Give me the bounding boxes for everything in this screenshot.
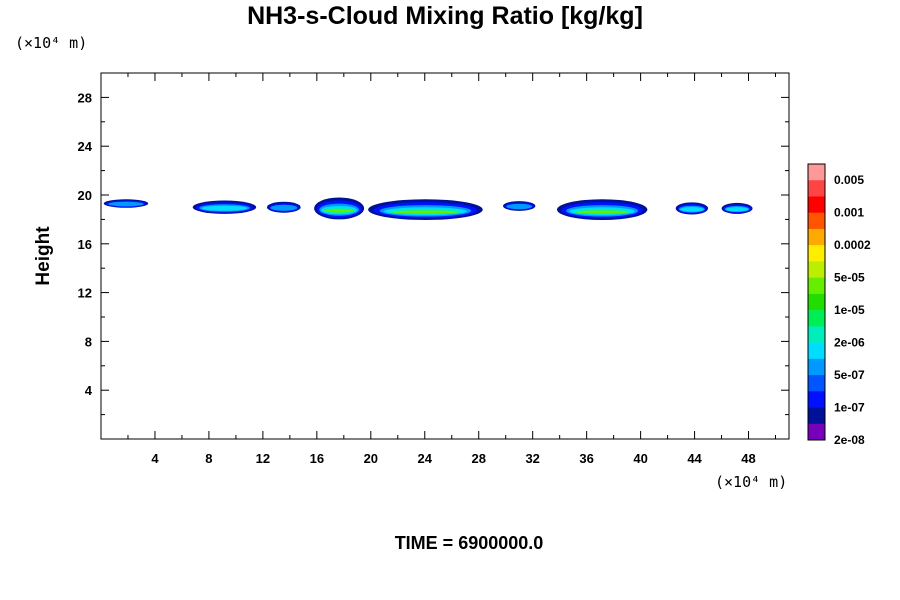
colorbar-swatch (808, 358, 825, 376)
y-axis-unit: (×10⁴ m) (15, 34, 87, 52)
colorbar-label: 0.001 (834, 206, 864, 220)
y-tick-label: 8 (85, 334, 92, 349)
colorbar-swatch (808, 293, 825, 311)
cloud-contour-level (324, 209, 355, 213)
chart-title: NH3-s-Cloud Mixing Ratio [kg/kg] (247, 2, 643, 30)
colorbar-label: 5e-07 (834, 368, 865, 382)
colorbar-swatch (808, 164, 825, 181)
colorbar-label: 0.005 (834, 173, 864, 187)
colorbar-swatch (808, 196, 825, 214)
cloud-blob (721, 202, 753, 214)
colorbar-swatch (808, 375, 825, 392)
colorbar-label: 1e-07 (834, 401, 865, 415)
y-axis: 4 8 12 16 20 24 28 (78, 90, 789, 416)
cloud-blob (103, 199, 149, 208)
cloud-blob (314, 197, 365, 220)
colorbar-swatch (808, 180, 825, 197)
cloud-contour-level (108, 201, 144, 207)
cloud-contour-level (574, 210, 630, 214)
x-tick-label: 44 (687, 451, 702, 466)
cloud-contour-level (270, 204, 298, 211)
cloud-contour-level (725, 207, 749, 212)
y-tick-label: 16 (78, 237, 92, 252)
x-tick-label: 28 (471, 451, 485, 466)
colorbar-frame (807, 163, 826, 441)
cloud-field (103, 197, 753, 221)
cloud-contour-level (201, 205, 248, 211)
x-tick-label: 16 (310, 451, 324, 466)
colorbar-swatch (808, 277, 825, 295)
colorbar-label: 5e-05 (834, 271, 865, 285)
colorbar-label: 1e-05 (834, 303, 865, 317)
y-tick-label: 28 (78, 90, 92, 105)
y-tick-label: 24 (78, 139, 93, 154)
cloud-blob (556, 199, 648, 221)
colorbar-swatch (808, 261, 825, 278)
colorbar-swatch (808, 245, 825, 262)
cloud-blob (192, 200, 257, 214)
colorbar-swatch (808, 391, 825, 408)
x-tick-label: 32 (525, 451, 539, 466)
colorbar-swatch (808, 212, 825, 230)
colorbar-label: 2e-06 (834, 336, 865, 350)
cloud-blob (503, 201, 536, 211)
colorbar-label: 2e-08 (834, 433, 865, 447)
cloud-blob (368, 199, 483, 221)
time-label: TIME = 6900000.0 (395, 533, 544, 553)
plot-frame (100, 72, 790, 440)
x-tick-label: 12 (256, 451, 270, 466)
x-tick-label: 48 (741, 451, 755, 466)
colorbar-swatch (808, 407, 825, 425)
x-tick-label: 8 (205, 451, 212, 466)
x-tick-label: 36 (579, 451, 593, 466)
colorbar: 0.005 0.001 0.0002 5e-05 1e-05 2e-06 5e-07 1e-0… (807, 163, 871, 447)
colorbar-swatch (808, 310, 825, 327)
y-tick-label: 4 (85, 383, 93, 398)
colorbar-swatch (808, 228, 825, 246)
y-axis-label: Height (33, 226, 54, 286)
x-tick-label: 20 (364, 451, 378, 466)
colorbar-swatch (808, 326, 825, 343)
x-axis-unit: (×10⁴ m) (715, 473, 787, 491)
x-tick-label: 24 (418, 451, 433, 466)
cloud-blob (675, 202, 709, 215)
cloud-contour-level (390, 210, 461, 214)
colorbar-label: 0.0002 (834, 238, 871, 252)
colorbar-swatch (808, 423, 825, 441)
cloud-contour-level (506, 203, 533, 210)
cloud-contour-level (680, 207, 704, 212)
x-tick-label: 4 (151, 451, 159, 466)
x-tick-label: 40 (633, 451, 647, 466)
x-axis: 4 8 12 16 20 24 28 32 36 40 44 48 (127, 73, 777, 466)
y-tick-label: 20 (78, 188, 92, 203)
cloud-blob (266, 201, 301, 213)
y-tick-label: 12 (78, 286, 92, 301)
colorbar-swatch (808, 342, 825, 360)
